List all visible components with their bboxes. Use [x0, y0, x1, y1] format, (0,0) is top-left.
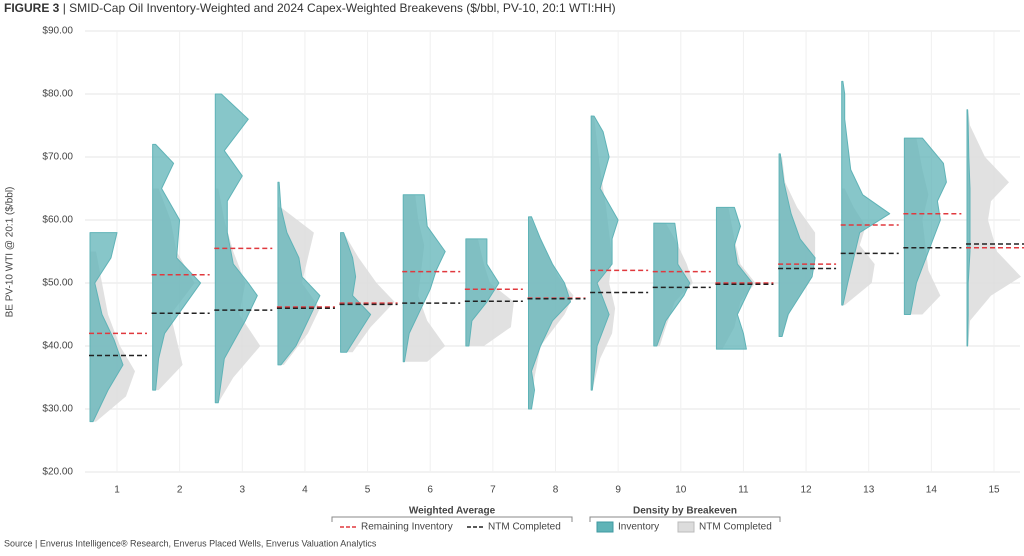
inventory-density [653, 222, 691, 347]
chart-title: FIGURE 3 | SMID-Cap Oil Inventory-Weight… [4, 1, 616, 15]
legend-bracket [589, 516, 781, 522]
x-tick-label: 1 [114, 485, 120, 496]
figure-label: FIGURE 3 [4, 1, 60, 15]
x-tick-label: 12 [801, 485, 813, 496]
legend-swatch [596, 521, 614, 533]
y-tick-label: $20.00 [42, 467, 73, 478]
x-tick-label: 5 [365, 485, 371, 496]
x-tick-label: 3 [240, 485, 246, 496]
legend-label: Remaining Inventory [361, 522, 453, 533]
ntm-density [967, 109, 1021, 346]
inventory-density [778, 153, 816, 338]
legend-group-title: Weighted Average [409, 506, 496, 517]
x-tick-label: 8 [553, 485, 559, 496]
x-tick-label: 2 [177, 485, 183, 496]
y-tick-label: $70.00 [42, 152, 73, 163]
inventory-density [340, 232, 372, 353]
legend-swatch [677, 521, 695, 533]
x-tick-label: 9 [615, 485, 621, 496]
y-tick-label: $90.00 [42, 26, 73, 37]
x-tick-label: 10 [675, 485, 687, 496]
legend-label: NTM Completed [699, 522, 772, 533]
x-tick-label: 14 [926, 485, 938, 496]
x-tick-label: 6 [427, 485, 433, 496]
y-axis-label: BE PV-10 WTI @ 20:1 ($/bbl) [5, 187, 16, 318]
inventory-density [465, 238, 500, 347]
inventory-density [903, 137, 947, 315]
y-tick-label: $40.00 [42, 341, 73, 352]
y-tick-label: $60.00 [42, 215, 73, 226]
title-text: | SMID-Cap Oil Inventory-Weighted and 20… [63, 1, 616, 15]
legend-label: Inventory [618, 522, 659, 533]
x-tick-label: 4 [302, 485, 308, 496]
source: Source | Enverus Intelligence® Research,… [4, 538, 377, 548]
y-tick-label: $50.00 [42, 278, 73, 289]
x-tick-label: 7 [490, 485, 496, 496]
inventory-density [715, 206, 753, 350]
inventory-density [152, 143, 202, 391]
x-tick-label: 15 [988, 485, 1000, 496]
legend-group-title: Density by Breakeven [633, 506, 737, 517]
inventory-density [841, 80, 891, 306]
inventory-density [966, 109, 971, 347]
legend-label: NTM Completed [488, 522, 561, 533]
inventory-density [590, 115, 619, 391]
x-tick-label: 13 [863, 485, 875, 496]
inventory-density [528, 216, 571, 410]
y-tick-label: $80.00 [42, 89, 73, 100]
y-tick-label: $30.00 [42, 404, 73, 415]
inventory-density [89, 232, 124, 423]
inventory-density [277, 181, 321, 366]
legend-bracket [331, 516, 573, 522]
x-tick-label: 11 [738, 485, 749, 496]
inventory-density [214, 93, 258, 404]
inventory-density [402, 194, 446, 363]
